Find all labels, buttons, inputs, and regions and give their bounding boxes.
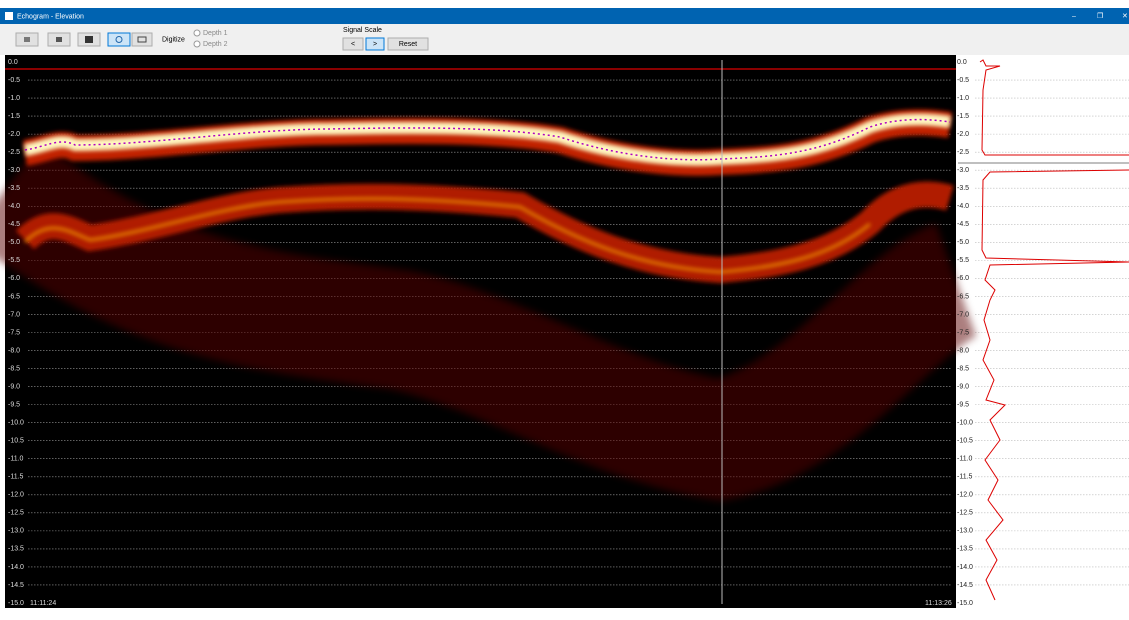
left-depth-label: -9.0: [8, 383, 20, 390]
right-depth-label: -14.5: [957, 582, 973, 589]
icon: [85, 36, 93, 43]
left-depth-label: -6.0: [8, 275, 20, 282]
left-depth-label: -2.0: [8, 131, 20, 138]
left-depth-label: 0.0: [8, 59, 18, 66]
left-depth-label: -13.5: [8, 546, 24, 553]
left-depth-label: -1.5: [8, 113, 20, 120]
right-depth-label: -0.5: [957, 77, 969, 84]
left-depth-label: -14.0: [8, 564, 24, 571]
left-depth-label: -10.5: [8, 438, 24, 445]
digitize-label: Digitize: [162, 36, 185, 43]
right-depth-label: -6.5: [957, 293, 969, 300]
app-icon: [5, 12, 13, 20]
page: Echogram - Elevation – ❐ ✕ Digitize Dept…: [0, 0, 1129, 615]
icon: [24, 37, 30, 42]
left-depth-label: -0.5: [8, 77, 20, 84]
radio-button[interactable]: [194, 30, 200, 36]
radio-label: Depth 1: [203, 30, 228, 37]
right-depth-label: -2.5: [957, 149, 969, 156]
left-depth-label: -3.0: [8, 167, 20, 174]
left-depth-label: -11.5: [8, 474, 24, 481]
button-label: <: [351, 41, 355, 48]
left-depth-label: -13.0: [8, 528, 24, 535]
left-depth-label: -2.5: [8, 149, 20, 156]
left-depth-label: -4.0: [8, 203, 20, 210]
left-depth-label: -5.0: [8, 239, 20, 246]
right-depth-label: -7.5: [957, 329, 969, 336]
right-depth-label: -14.0: [957, 564, 973, 571]
minimize-button[interactable]: –: [1072, 13, 1076, 20]
tool-button[interactable]: [132, 33, 152, 46]
right-depth-label: -12.5: [957, 510, 973, 517]
right-depth-label: -3.5: [957, 185, 969, 192]
left-depth-label: -7.0: [8, 311, 20, 318]
left-depth-label: -10.0: [8, 420, 24, 427]
maximize-button[interactable]: ❐: [1097, 12, 1103, 20]
right-depth-label: -12.0: [957, 492, 973, 499]
icon: [56, 37, 62, 42]
close-button[interactable]: ✕: [1122, 13, 1128, 20]
right-depth-label: -15.0: [957, 600, 973, 607]
right-depth-label: -11.0: [957, 456, 973, 463]
tool-button[interactable]: [108, 33, 130, 46]
right-depth-label: -10.0: [957, 420, 973, 427]
right-depth-label: -2.0: [957, 131, 969, 138]
left-depth-label: -9.5: [8, 401, 20, 408]
end-time: 11:13:26: [925, 600, 952, 607]
left-depth-label: -6.5: [8, 293, 20, 300]
right-depth-label: -7.0: [957, 311, 969, 318]
signal-scale-label: Signal Scale: [343, 27, 382, 34]
right-depth-label: -13.0: [957, 528, 973, 535]
left-depth-label: -14.5: [8, 582, 24, 589]
right-depth-label: -9.0: [957, 383, 969, 390]
right-depth-label: -8.5: [957, 365, 969, 372]
radio-label: Depth 2: [203, 41, 228, 48]
left-depth-label: -12.0: [8, 492, 24, 499]
right-depth-label: -6.0: [957, 275, 969, 282]
left-depth-label: -12.5: [8, 510, 24, 517]
right-depth-label: -1.5: [957, 113, 969, 120]
left-depth-label: -15.0: [8, 600, 24, 607]
right-depth-label: -4.0: [957, 203, 969, 210]
right-depth-label: -11.5: [957, 474, 973, 481]
button-label: >: [373, 41, 377, 48]
profile-panel: [958, 55, 1129, 608]
left-depth-label: -11.0: [8, 456, 24, 463]
right-depth-label: -5.0: [957, 239, 969, 246]
right-depth-label: -3.0: [957, 167, 969, 174]
left-depth-label: -8.0: [8, 347, 20, 354]
right-depth-label: 0.0: [957, 59, 967, 66]
window-title: Echogram - Elevation: [17, 13, 84, 20]
radio-button[interactable]: [194, 41, 200, 47]
right-depth-label: -5.5: [957, 257, 969, 264]
start-time: 11:11:24: [30, 600, 56, 607]
right-depth-label: -13.5: [957, 546, 973, 553]
left-depth-label: -8.5: [8, 365, 20, 372]
button-label: Reset: [399, 41, 417, 48]
left-depth-label: -7.5: [8, 329, 20, 336]
right-depth-label: -8.0: [957, 347, 969, 354]
left-depth-label: -1.0: [8, 95, 20, 102]
right-depth-label: -9.5: [957, 401, 969, 408]
right-depth-label: -4.5: [957, 221, 969, 228]
title-bar: [0, 8, 1129, 24]
left-depth-label: -4.5: [8, 221, 20, 228]
app-window: Echogram - Elevation – ❐ ✕ Digitize Dept…: [0, 0, 1129, 615]
left-depth-label: -5.5: [8, 257, 20, 264]
right-depth-label: -1.0: [957, 95, 969, 102]
right-depth-label: -10.5: [957, 438, 973, 445]
tool-buttons: [16, 33, 152, 46]
left-depth-label: -3.5: [8, 185, 20, 192]
